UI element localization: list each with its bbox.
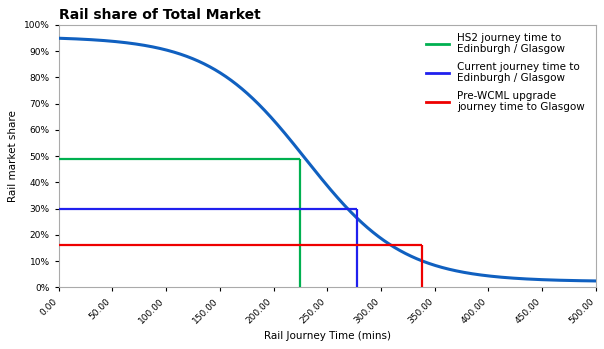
Legend: HS2 journey time to
Edinburgh / Glasgow, Current journey time to
Edinburgh / Gla: HS2 journey time to Edinburgh / Glasgow,…: [426, 33, 585, 112]
X-axis label: Rail Journey Time (mins): Rail Journey Time (mins): [264, 331, 391, 341]
Y-axis label: Rail market share: Rail market share: [8, 110, 18, 202]
Text: Rail share of Total Market: Rail share of Total Market: [59, 8, 260, 22]
